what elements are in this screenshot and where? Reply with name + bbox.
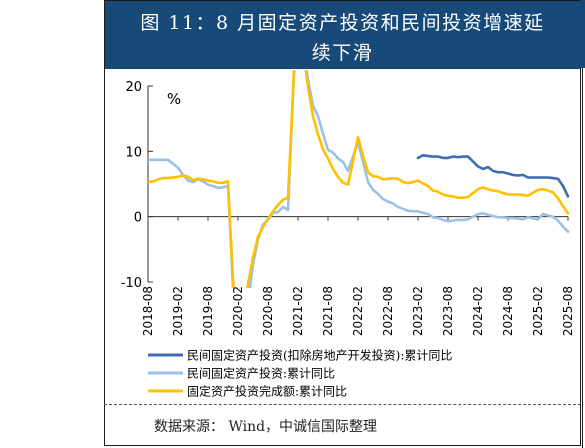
- x-tick-label: 2025-02: [531, 286, 545, 336]
- x-tick-label: 2022-02: [351, 286, 365, 336]
- x-tick-label: 2023-02: [411, 286, 425, 336]
- x-tick-label: 2023-08: [441, 286, 455, 336]
- x-tick-label: 2024-08: [501, 286, 515, 336]
- adjacent-panel-edge: [580, 0, 585, 68]
- legend-label-3: 固定资产投资完成额:累计同比: [187, 384, 347, 399]
- x-tick-label: 2021-08: [321, 286, 335, 336]
- y-tick-label: 0: [134, 211, 142, 226]
- data-source-note: 数据来源： Wind，中诚信国际整理: [154, 419, 378, 435]
- x-tick-label: 2018-08: [141, 286, 155, 336]
- y-unit-label: %: [167, 90, 181, 108]
- figure-title: 图 11：8 月固定资产投资和民间投资增速延: [140, 12, 545, 34]
- x-tick-label: 2021-02: [291, 286, 305, 336]
- x-tick-label: 2024-02: [471, 286, 485, 336]
- series-line-1: [416, 154, 570, 198]
- series-line-3: [148, 70, 570, 288]
- figure-title-continued: 续下滑: [311, 42, 374, 64]
- legend-label-2: 民间固定资产投资:累计同比: [187, 366, 335, 381]
- x-tick-label: 2025-08: [561, 286, 575, 336]
- source-separator: [104, 404, 581, 405]
- x-tick-label: 2019-08: [201, 286, 215, 336]
- y-tick-label: 20: [125, 80, 142, 95]
- x-tick-label: 2022-08: [381, 286, 395, 336]
- series-line-2: [148, 70, 570, 288]
- x-tick-label: 2019-02: [171, 286, 185, 336]
- y-tick-label: -10: [121, 276, 142, 291]
- figure-frame: 图 11：8 月固定资产投资和民间投资增速延 续下滑: [104, 0, 581, 446]
- legend-label-1: 民间固定资产投资(扣除房地产开发投资):累计同比: [187, 348, 452, 363]
- adjacent-panel-border: [582, 68, 583, 448]
- x-tick-label: 2020-08: [261, 286, 275, 336]
- figure-title-bar: 图 11：8 月固定资产投资和民间投资增速延 续下滑: [105, 1, 580, 69]
- y-tick-label: 10: [125, 145, 142, 160]
- x-tick-label: 2020-02: [231, 286, 245, 336]
